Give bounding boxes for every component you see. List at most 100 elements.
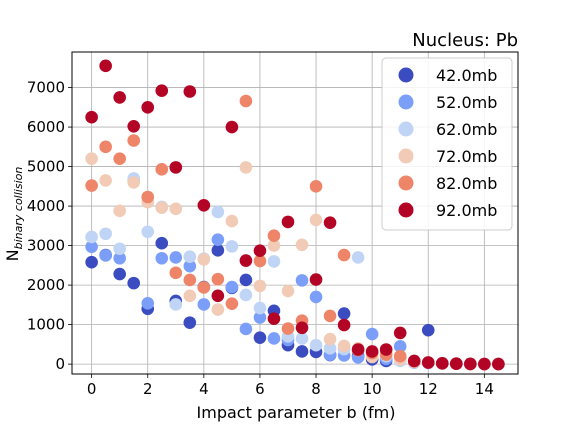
data-point-92-0mb <box>309 273 323 286</box>
data-point-92-0mb <box>155 84 169 98</box>
legend-marker <box>398 94 414 110</box>
data-points <box>85 59 505 371</box>
data-point-72-0mb <box>267 239 281 252</box>
data-point-52-0mb <box>267 332 281 345</box>
data-point-92-0mb <box>435 357 449 370</box>
data-point-82-0mb <box>141 190 155 204</box>
data-point-62-0mb <box>169 298 183 311</box>
data-point-72-0mb <box>85 152 98 165</box>
data-point-52-0mb <box>183 259 197 273</box>
data-point-92-0mb <box>421 356 435 369</box>
data-point-62-0mb <box>351 251 365 264</box>
data-point-62-0mb <box>85 230 98 244</box>
data-point-52-0mb <box>155 251 169 265</box>
data-point-72-0mb <box>253 279 267 293</box>
data-point-62-0mb <box>211 205 225 219</box>
x-tick-label: 14 <box>475 380 494 398</box>
y-tick-label: 2000 <box>27 276 65 294</box>
data-point-52-0mb <box>113 251 126 265</box>
data-point-82-0mb <box>253 254 267 268</box>
x-tick-label: 10 <box>363 380 382 398</box>
data-point-62-0mb <box>239 288 253 302</box>
data-point-42-0mb <box>113 267 126 281</box>
data-point-52-0mb <box>393 340 407 353</box>
data-point-92-0mb <box>365 345 379 358</box>
data-point-82-0mb <box>323 309 337 323</box>
data-point-42-0mb <box>337 307 351 320</box>
data-point-92-0mb <box>281 215 295 229</box>
data-point-62-0mb <box>141 225 155 239</box>
data-point-72-0mb <box>197 253 211 266</box>
y-tick-label: 0 <box>55 355 65 373</box>
y-tick-label: 5000 <box>27 158 65 176</box>
data-point-72-0mb <box>155 201 169 214</box>
legend-marker <box>398 148 414 164</box>
data-point-72-0mb <box>127 176 141 189</box>
data-point-72-0mb <box>113 204 126 218</box>
data-point-82-0mb <box>85 179 98 192</box>
data-point-82-0mb <box>267 229 281 243</box>
data-point-92-0mb <box>141 101 155 114</box>
data-point-42-0mb <box>155 236 169 250</box>
data-point-72-0mb <box>337 339 351 353</box>
x-tick-label: 6 <box>255 380 265 398</box>
data-point-52-0mb <box>169 251 183 264</box>
data-point-52-0mb <box>253 311 267 324</box>
data-point-62-0mb <box>253 301 267 315</box>
data-point-82-0mb <box>225 297 239 310</box>
data-point-92-0mb <box>323 216 337 229</box>
legend-marker <box>398 175 414 191</box>
data-point-82-0mb <box>309 180 323 193</box>
data-point-92-0mb <box>127 119 141 133</box>
data-point-92-0mb <box>169 161 183 174</box>
data-point-92-0mb <box>239 254 253 267</box>
data-point-92-0mb <box>267 312 281 325</box>
data-point-92-0mb <box>407 354 421 368</box>
data-point-62-0mb <box>309 338 323 352</box>
data-point-92-0mb <box>113 91 126 104</box>
data-point-72-0mb <box>99 174 112 187</box>
data-point-52-0mb <box>85 240 98 254</box>
legend-marker <box>398 67 414 83</box>
data-point-42-0mb <box>211 244 225 257</box>
data-point-42-0mb <box>295 345 309 358</box>
data-point-62-0mb <box>267 255 281 268</box>
plot-frame <box>71 51 519 375</box>
data-point-92-0mb <box>464 357 477 371</box>
data-point-62-0mb <box>99 227 112 241</box>
data-point-92-0mb <box>211 289 225 303</box>
data-point-52-0mb <box>197 298 211 311</box>
data-point-52-0mb <box>295 274 309 287</box>
legend-marker <box>398 121 414 137</box>
data-point-82-0mb <box>113 152 126 165</box>
data-point-92-0mb <box>337 318 351 332</box>
y-tick-label: 7000 <box>27 79 65 97</box>
y-axis-label-main: N <box>3 249 22 261</box>
data-point-92-0mb <box>253 244 267 258</box>
data-point-82-0mb <box>99 140 112 154</box>
data-point-62-0mb <box>323 342 337 355</box>
data-point-62-0mb <box>183 250 197 263</box>
data-point-82-0mb <box>127 134 141 147</box>
data-point-72-0mb <box>211 303 225 316</box>
data-point-92-0mb <box>393 326 407 340</box>
data-point-42-0mb <box>421 323 435 337</box>
data-point-52-0mb <box>225 280 239 294</box>
x-tick-label: 4 <box>199 380 209 398</box>
data-point-72-0mb <box>169 202 183 216</box>
data-point-42-0mb <box>127 276 141 290</box>
data-point-42-0mb <box>253 331 267 344</box>
x-tick-label: 12 <box>419 380 438 398</box>
data-point-72-0mb <box>239 161 253 174</box>
legend-label: 92.0mb <box>436 201 497 220</box>
data-point-92-0mb <box>351 343 365 356</box>
data-point-42-0mb <box>85 255 98 269</box>
data-point-82-0mb <box>337 248 351 262</box>
data-point-92-0mb <box>183 85 197 98</box>
data-point-52-0mb <box>211 233 225 246</box>
data-point-82-0mb <box>183 273 197 287</box>
legend-label: 82.0mb <box>436 174 497 193</box>
data-point-92-0mb <box>225 120 239 134</box>
data-point-52-0mb <box>239 322 253 336</box>
data-point-92-0mb <box>197 198 211 212</box>
